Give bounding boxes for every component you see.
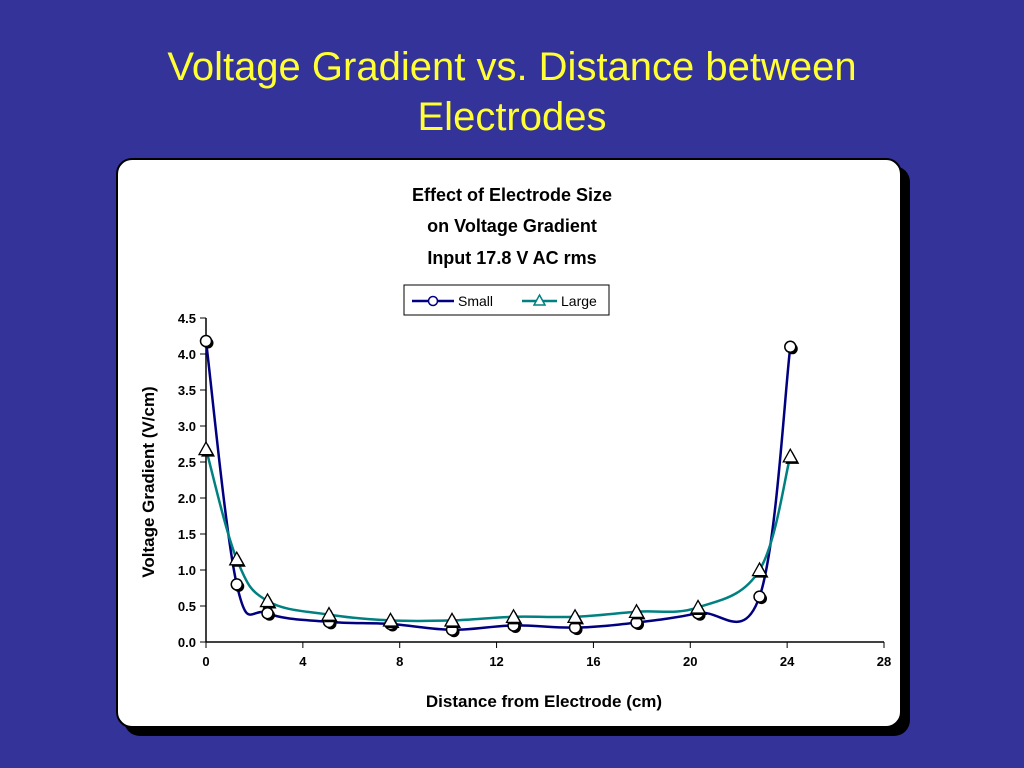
chart-series xyxy=(197,334,800,638)
data-point-small xyxy=(784,340,797,354)
chart-panel: Effect of Electrode Size on Voltage Grad… xyxy=(116,158,902,728)
slide-title-line-2: Electrodes xyxy=(417,95,607,139)
x-tick-label: 4 xyxy=(299,654,307,669)
y-tick-label: 3.5 xyxy=(178,383,196,398)
y-tick-label: 4.0 xyxy=(178,347,196,362)
legend-marker-large xyxy=(532,293,547,306)
y-tick-label: 0.0 xyxy=(178,635,196,650)
series-line-small xyxy=(204,340,792,632)
y-tick-label: 2.5 xyxy=(178,455,196,470)
legend-label-small: Small xyxy=(458,293,493,309)
data-point-large xyxy=(228,550,245,566)
legend-marker-small xyxy=(427,295,439,307)
x-tick-label: 0 xyxy=(202,654,209,669)
x-tick-label: 12 xyxy=(489,654,503,669)
data-point-large xyxy=(751,561,768,577)
legend-label-large: Large xyxy=(561,293,597,309)
y-axis-label: Voltage Gradient (V/cm) xyxy=(139,386,158,577)
data-point-large xyxy=(382,612,399,627)
x-tick-label: 28 xyxy=(877,654,891,669)
y-tick-label: 2.0 xyxy=(178,491,196,506)
x-tick-label: 24 xyxy=(780,654,795,669)
y-tick-label: 3.0 xyxy=(178,419,196,434)
x-tick-label: 20 xyxy=(683,654,697,669)
data-point-large xyxy=(259,592,276,608)
chart-title-line-3: Input 17.8 V AC rms xyxy=(427,248,596,268)
data-point-large xyxy=(782,447,799,463)
x-tick-label: 8 xyxy=(396,654,403,669)
y-tick-label: 1.5 xyxy=(178,527,196,542)
data-point-large xyxy=(197,440,215,456)
data-point-large xyxy=(505,608,522,624)
data-point-small xyxy=(199,334,213,348)
data-point-small xyxy=(230,578,244,591)
data-point-small xyxy=(261,606,274,620)
data-point-large xyxy=(443,612,461,627)
data-point-large xyxy=(320,606,338,621)
x-axis-label: Distance from Electrode (cm) xyxy=(426,692,662,711)
data-point-large xyxy=(566,608,584,624)
chart-legend: Small Large xyxy=(403,284,610,316)
y-tick-label: 0.5 xyxy=(178,599,196,614)
line-chart: Effect of Electrode Size on Voltage Grad… xyxy=(139,185,891,711)
data-point-large xyxy=(689,599,707,614)
data-point-small xyxy=(753,590,766,603)
x-tick-label: 16 xyxy=(586,654,600,669)
y-tick-label: 1.0 xyxy=(178,563,196,578)
data-point-large xyxy=(628,603,645,619)
slide-title: Voltage Gradient vs. Distance between El… xyxy=(0,42,1024,142)
series-line-large xyxy=(204,448,792,623)
chart-title-line-1: Effect of Electrode Size xyxy=(412,185,612,205)
slide-title-line-1: Voltage Gradient vs. Distance between xyxy=(167,45,857,89)
chart-axes: 0.0 0.5 1.0 1.5 2.0 2.5 3.0 3.5 4.0 4.5 0 4 8 12 16 20 2… xyxy=(178,311,891,669)
y-tick-label: 4.5 xyxy=(178,311,196,326)
chart-title-line-2: on Voltage Gradient xyxy=(427,216,597,236)
